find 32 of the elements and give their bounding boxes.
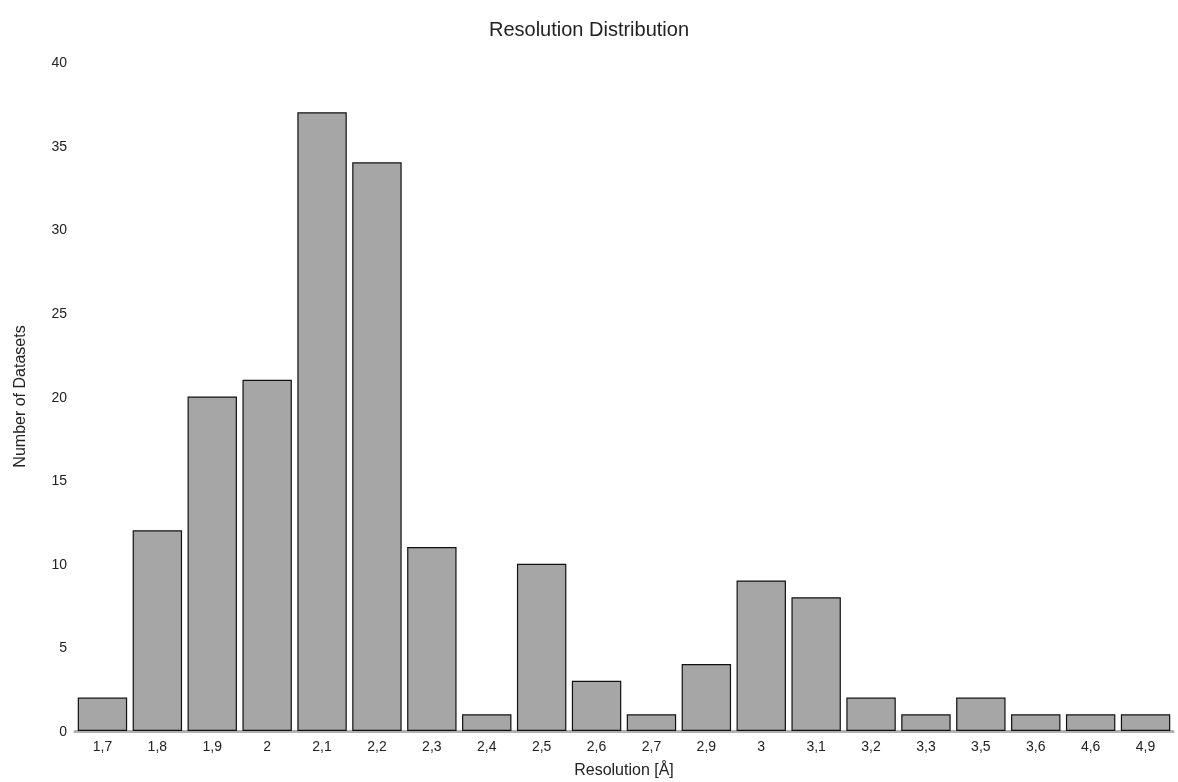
x-tick-label: 2,7 [641, 738, 662, 754]
x-tick-label: 3,5 [971, 738, 991, 754]
y-tick-label: 0 [59, 723, 68, 739]
x-tick-label: 2,6 [586, 738, 607, 754]
x-tick-label: 3,6 [1026, 738, 1046, 754]
y-tick-label: 10 [51, 555, 68, 572]
y-axis-title: Number of Datasets [10, 325, 28, 468]
y-tick-label: 40 [51, 54, 68, 70]
y-tick-label: 30 [51, 221, 68, 238]
y-tick-label: 35 [51, 137, 68, 154]
x-tick-label: 4,9 [1135, 738, 1156, 754]
x-tick-label: 2,2 [367, 738, 387, 754]
x-tick-label: 2,3 [422, 738, 442, 754]
x-tick-label: 2,5 [531, 738, 552, 754]
y-tick-label: 15 [51, 472, 68, 489]
y-tick-label: 5 [59, 639, 68, 656]
x-tick-label: 3,1 [806, 738, 827, 754]
x-tick-label: 1,7 [92, 738, 113, 754]
y-tick-label: 25 [51, 304, 68, 321]
x-tick-label: 3,2 [861, 738, 881, 754]
x-tick-label: 1,8 [147, 738, 168, 754]
x-tick-label: 4,6 [1080, 738, 1101, 754]
x-tick-label: 3 [757, 738, 766, 754]
x-axis-title: Resolution [Å] [574, 759, 674, 778]
x-tick-label: 2 [263, 738, 272, 754]
x-tick-label: 3,3 [916, 738, 936, 754]
x-tick-label: 2,4 [477, 738, 497, 754]
x-tick-label: 2,9 [696, 738, 717, 754]
x-tick-label: 2,1 [312, 738, 332, 754]
x-tick-label: 1,9 [202, 738, 223, 754]
y-tick-label: 20 [51, 388, 68, 405]
chart-title: Resolution Distribution [488, 18, 690, 40]
